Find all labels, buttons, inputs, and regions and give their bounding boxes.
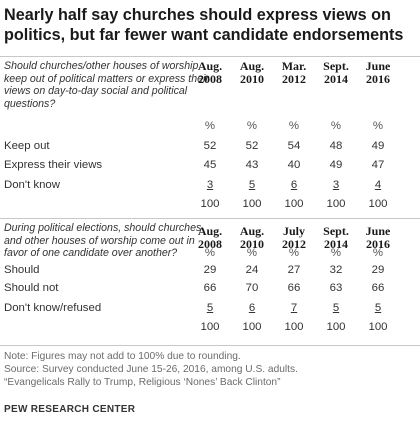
row-label: Should xyxy=(4,264,40,276)
total-cell: 100 xyxy=(242,321,262,333)
value-cell: 5 xyxy=(374,302,382,314)
value-cell: 66 xyxy=(287,282,301,294)
value-cell: 3 xyxy=(206,179,214,191)
column-header: Mar. 2012 xyxy=(271,60,317,86)
column-year: 2016 xyxy=(366,237,390,251)
value-cell: 6 xyxy=(290,179,298,191)
percent-unit: % xyxy=(372,247,384,259)
column-month: Sept. xyxy=(323,224,349,238)
column-year: 2016 xyxy=(366,72,390,86)
value-cell: 27 xyxy=(287,264,301,276)
total-cell: 100 xyxy=(284,321,304,333)
survey-question: Should churches/other houses of worship … xyxy=(4,60,209,110)
value-cell: 3 xyxy=(332,179,340,191)
value-cell: 40 xyxy=(287,159,301,171)
value-cell: 70 xyxy=(245,282,259,294)
column-year: 2008 xyxy=(198,237,222,251)
column-month: June xyxy=(365,224,391,238)
row-label: Don't know/refused xyxy=(4,302,102,314)
column-header: Aug. 2010 xyxy=(229,225,275,251)
value-cell: 6 xyxy=(248,302,256,314)
column-month: Mar. xyxy=(281,59,307,73)
row-label: Don't know xyxy=(4,179,60,191)
column-month: Sept. xyxy=(323,59,349,73)
percent-unit: % xyxy=(330,247,342,259)
value-cell: 5 xyxy=(206,302,214,314)
percent-unit: % xyxy=(330,120,342,132)
column-month: Aug. xyxy=(239,59,265,73)
percent-unit: % xyxy=(288,247,300,259)
chart-title: Nearly half say churches should express … xyxy=(4,6,404,44)
value-cell: 52 xyxy=(245,140,259,152)
total-cell: 100 xyxy=(326,198,346,210)
column-header: Sept. 2014 xyxy=(313,225,359,251)
percent-unit: % xyxy=(246,120,258,132)
total-cell: 100 xyxy=(368,321,388,333)
report-title-line: “Evangelicals Rally to Trump, Religious … xyxy=(4,377,281,388)
value-cell: 66 xyxy=(203,282,217,294)
value-cell: 45 xyxy=(203,159,217,171)
value-cell: 7 xyxy=(290,302,298,314)
value-cell: 52 xyxy=(203,140,217,152)
column-year: 2012 xyxy=(282,237,306,251)
note-line: Note: Figures may not add to 100% due to… xyxy=(4,351,241,362)
title-divider xyxy=(0,56,420,57)
column-year: 2008 xyxy=(198,72,222,86)
column-header: July 2012 xyxy=(271,225,317,251)
percent-unit: % xyxy=(372,120,384,132)
value-cell: 47 xyxy=(371,159,385,171)
column-header: June 2016 xyxy=(355,60,401,86)
column-header: Aug. 2010 xyxy=(229,60,275,86)
value-cell: 5 xyxy=(332,302,340,314)
value-cell: 32 xyxy=(329,264,343,276)
column-year: 2010 xyxy=(240,237,264,251)
value-cell: 43 xyxy=(245,159,259,171)
column-header: June 2016 xyxy=(355,225,401,251)
value-cell: 24 xyxy=(245,264,259,276)
value-cell: 49 xyxy=(329,159,343,171)
column-year: 2012 xyxy=(282,72,306,86)
total-cell: 100 xyxy=(368,198,388,210)
value-cell: 4 xyxy=(374,179,382,191)
column-month: July xyxy=(282,224,305,238)
column-header: Sept. 2014 xyxy=(313,60,359,86)
survey-question: During political elections, should churc… xyxy=(4,222,202,259)
column-header: Aug. 2008 xyxy=(187,225,233,251)
column-year: 2014 xyxy=(324,72,348,86)
total-cell: 100 xyxy=(242,198,262,210)
percent-unit: % xyxy=(204,247,216,259)
value-cell: 29 xyxy=(203,264,217,276)
value-cell: 5 xyxy=(248,179,256,191)
value-cell: 54 xyxy=(287,140,301,152)
notes-divider xyxy=(0,345,420,346)
value-cell: 29 xyxy=(371,264,385,276)
row-label: Keep out xyxy=(4,140,50,152)
column-month: June xyxy=(365,59,391,73)
value-cell: 48 xyxy=(329,140,343,152)
column-month: Aug. xyxy=(239,224,265,238)
row-label: Should not xyxy=(4,282,59,294)
total-cell: 100 xyxy=(284,198,304,210)
source-line: Source: Survey conducted June 15-26, 201… xyxy=(4,364,298,375)
percent-unit: % xyxy=(288,120,300,132)
total-cell: 100 xyxy=(326,321,346,333)
total-cell: 100 xyxy=(200,198,220,210)
column-month: Aug. xyxy=(197,59,223,73)
value-cell: 66 xyxy=(371,282,385,294)
source-label: PEW RESEARCH CENTER xyxy=(4,404,136,415)
percent-unit: % xyxy=(204,120,216,132)
column-header: Aug. 2008 xyxy=(187,60,233,86)
column-year: 2014 xyxy=(324,237,348,251)
row-label: Express their views xyxy=(4,159,103,171)
column-month: Aug. xyxy=(197,224,223,238)
value-cell: 63 xyxy=(329,282,343,294)
percent-unit: % xyxy=(246,247,258,259)
value-cell: 49 xyxy=(371,140,385,152)
total-cell: 100 xyxy=(200,321,220,333)
section-divider xyxy=(0,218,420,219)
column-year: 2010 xyxy=(240,72,264,86)
